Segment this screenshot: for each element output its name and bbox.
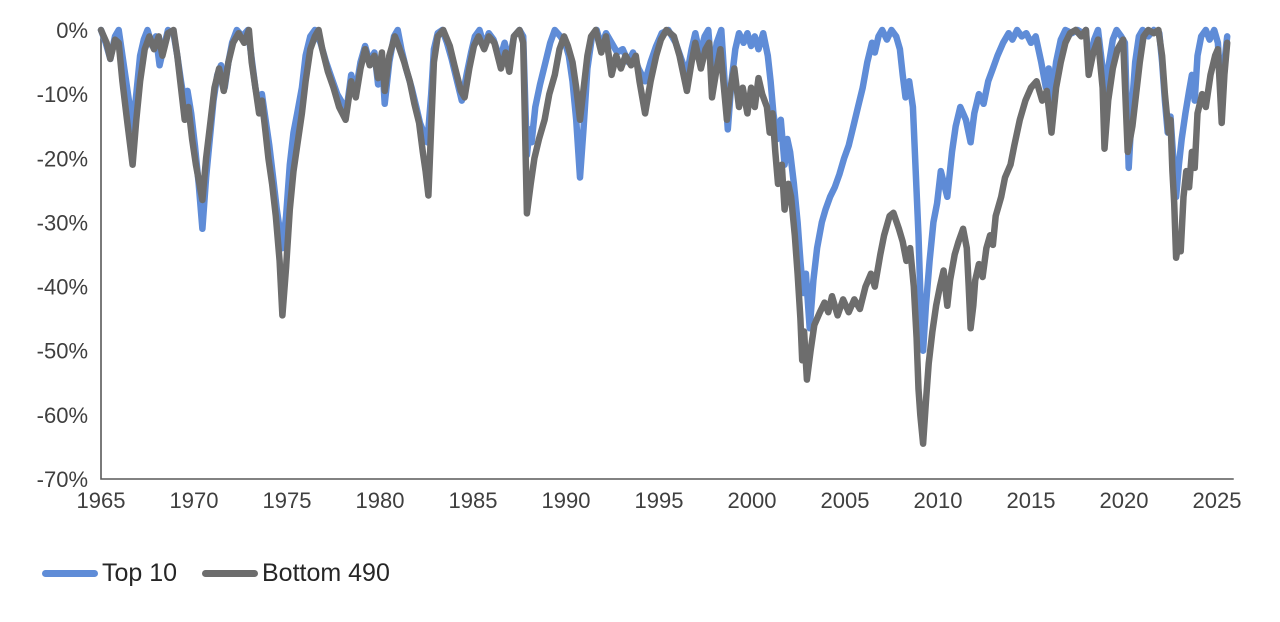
y-axis-tick-label: 0% [56,18,88,43]
x-axis-tick-label: 2025 [1193,488,1242,513]
y-axis-tick-label: -30% [37,210,88,235]
legend-label-bottom-490: Bottom 490 [262,559,390,587]
x-axis-tick-label: 2015 [1007,488,1056,513]
chart-canvas: 0% -10% -20% -30% -40% -50% -60% -70%1965 1970 19… [37,18,1242,513]
bottom-490-line-swatch [202,569,258,577]
data-series-lines [97,26,1231,447]
y-axis-tick-label: -70% [37,467,88,492]
x-axis-tick-label: 2005 [821,488,870,513]
y-axis-tick-label: -20% [37,146,88,171]
x-axis-tick-label: 2010 [914,488,963,513]
axis-lines [100,30,1234,480]
x-axis-tick-label: 2020 [1100,488,1149,513]
bottom-490-line [97,26,1231,447]
y-axis-tick-label: -60% [37,403,88,428]
y-axis-tick-label: -10% [37,82,88,107]
x-axis-tick-label: 1965 [77,488,126,513]
x-axis-tick-label: 1975 [263,488,312,513]
x-axis-tick-label: 1985 [449,488,498,513]
x-axis-tick-label: 1970 [170,488,219,513]
chart-legend: Top 10 Bottom 490 [0,558,1280,598]
axis-line [100,30,1234,480]
legend-label-top-10: Top 10 [102,559,178,587]
x-axis-tick-label: 2000 [728,488,777,513]
y-axis-tick-label: -40% [37,275,88,300]
legend-item-bottom-490: Bottom 490 [202,558,390,588]
legend-item-top-10: Top 10 [42,558,177,588]
x-axis-tick-label: 1995 [635,488,684,513]
x-axis-tick-label: 1980 [356,488,405,513]
axis-tick-labels: 0% -10% -20% -30% -40% -50% -60% -70%1965 1970 19… [37,18,1242,513]
x-axis-tick-label: 1990 [542,488,591,513]
top-10-line-swatch [42,569,98,577]
y-axis-tick-label: -50% [37,339,88,364]
